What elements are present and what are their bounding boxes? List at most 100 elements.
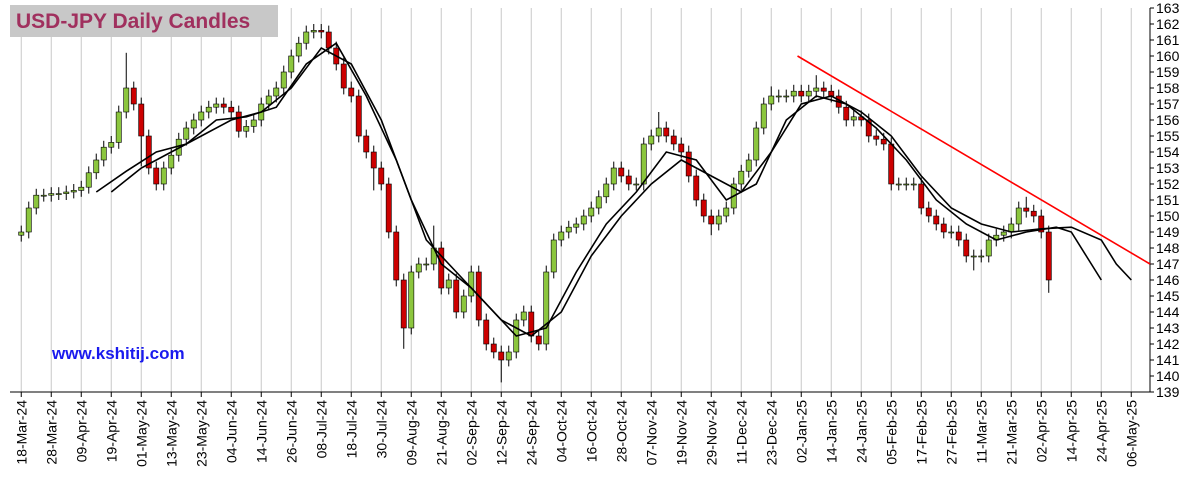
candle-body	[490, 343, 497, 353]
candle-body	[895, 183, 902, 186]
candle-body	[460, 295, 467, 313]
candle-body	[768, 95, 775, 105]
candle-body	[798, 90, 805, 97]
y-tick-label: 147	[1156, 256, 1180, 272]
candle-body	[25, 207, 32, 233]
x-tick-label: 24-Apr-25	[1093, 400, 1109, 462]
candle-body	[820, 87, 827, 92]
candle-body	[723, 207, 730, 217]
x-tick-label: 19-Nov-24	[673, 400, 689, 466]
candle-body	[610, 167, 617, 185]
y-tick-label: 155	[1156, 128, 1180, 144]
x-tick-label: 06-May-25	[1123, 400, 1139, 467]
candle-body	[228, 106, 235, 113]
candle-body	[595, 196, 602, 209]
x-tick-label: 04-Oct-24	[553, 400, 569, 462]
candle-body	[873, 135, 880, 140]
candle-body	[963, 239, 970, 257]
x-tick-label: 14-Jun-24	[253, 400, 269, 463]
candle-body	[588, 207, 595, 217]
x-tick-label: 21-Mar-25	[1003, 400, 1019, 465]
candle-body	[550, 239, 557, 273]
title-box	[10, 5, 278, 37]
candle-body	[153, 167, 160, 185]
y-tick-label: 149	[1156, 224, 1180, 240]
candle-body	[535, 335, 542, 345]
candle-body	[138, 103, 145, 137]
moving-average	[95, 42, 1102, 337]
candle-body	[250, 119, 257, 127]
candle-body	[708, 215, 715, 225]
x-tick-label: 16-Oct-24	[583, 400, 599, 462]
candle-body	[670, 135, 677, 145]
candle-body	[198, 111, 205, 121]
candle-body	[498, 351, 505, 361]
annotation: www.kshitij.com	[51, 344, 185, 363]
candle-body	[415, 263, 422, 273]
candle-body	[100, 146, 107, 161]
x-tick-label: 02-Apr-25	[1033, 400, 1049, 462]
x-tick-label: 24-Sep-24	[523, 400, 539, 466]
candle-body	[453, 279, 460, 313]
y-tick-label: 148	[1156, 240, 1180, 256]
candle-body	[205, 106, 212, 113]
candle-body	[648, 135, 655, 145]
candle-body	[325, 31, 332, 49]
candle-body	[483, 319, 490, 345]
candle-body	[663, 127, 670, 137]
x-tick-label: 18-Mar-24	[13, 400, 29, 465]
candle-body	[115, 111, 122, 143]
candle-body	[160, 167, 167, 185]
candle-body	[310, 30, 317, 33]
x-tick-label: 02-Jan-25	[793, 400, 809, 463]
candle-body	[295, 42, 302, 57]
x-tick-label: 12-Sep-24	[493, 400, 509, 466]
candle-body	[363, 135, 370, 153]
candle-body	[190, 119, 197, 129]
x-tick-label: 27-Feb-25	[943, 400, 959, 465]
x-tick-label: 19-Apr-24	[103, 400, 119, 462]
y-tick-label: 141	[1156, 352, 1180, 368]
candle-body	[355, 95, 362, 137]
x-tick-label: 26-Jun-24	[283, 400, 299, 463]
candle-body	[468, 271, 475, 297]
candle-body	[393, 231, 400, 281]
x-tick-label: 09-Apr-24	[73, 400, 89, 462]
candle-body	[700, 199, 707, 217]
candle-body	[625, 175, 632, 185]
candle-body	[40, 194, 47, 197]
y-tick-label: 161	[1156, 32, 1180, 48]
candle-body	[1030, 210, 1037, 217]
candle-body	[640, 143, 647, 185]
candle-body	[633, 183, 640, 186]
candle-body	[145, 135, 152, 169]
candle-body	[955, 231, 962, 241]
candle-body	[70, 190, 77, 193]
x-tick-label: 29-Nov-24	[703, 400, 719, 466]
candle-body	[400, 279, 407, 329]
candle-body	[1023, 207, 1030, 212]
candle-body	[370, 151, 377, 169]
candle-body	[933, 215, 940, 225]
candle-body	[813, 87, 820, 92]
candle-body	[243, 126, 250, 132]
candle-body	[760, 103, 767, 129]
moving-average	[110, 46, 1132, 337]
x-tick-label: 04-Jun-24	[223, 400, 239, 463]
x-tick-label: 02-Sep-24	[463, 400, 479, 466]
candle-body	[1015, 207, 1022, 225]
candle-body	[280, 71, 287, 89]
y-tick-label: 146	[1156, 272, 1180, 288]
candle-body	[918, 183, 925, 209]
candle-body	[55, 193, 62, 195]
x-tick-label: 11-Mar-25	[973, 400, 989, 464]
candle-body	[505, 351, 512, 361]
candle-body	[753, 127, 760, 161]
candle-body	[738, 170, 745, 185]
candle-body	[805, 90, 812, 97]
y-tick-label: 142	[1156, 336, 1180, 352]
candle-body	[880, 138, 887, 145]
candle-body	[940, 223, 947, 233]
candle-body	[273, 87, 280, 97]
